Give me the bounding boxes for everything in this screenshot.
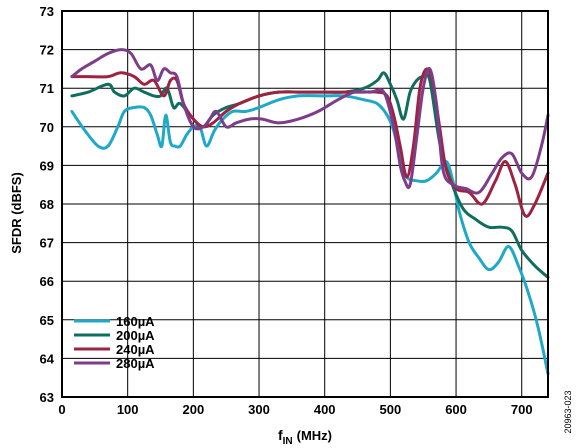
y-axis-label: SFDR (dBFS) xyxy=(9,172,24,254)
x-tick-label: 500 xyxy=(380,402,402,417)
x-axis-label: fIN (MHz) xyxy=(278,427,332,447)
y-tick-label: 67 xyxy=(40,236,54,251)
x-axis-label-subscript: IN xyxy=(283,436,293,447)
series-line-4 xyxy=(70,48,550,195)
y-tick-label: 72 xyxy=(40,43,54,58)
series-line-1 xyxy=(70,94,550,376)
y-tick-label: 69 xyxy=(40,158,54,173)
x-tick-label: 0 xyxy=(58,402,65,417)
y-tick-label: 63 xyxy=(40,390,54,405)
y-tick-label: 70 xyxy=(40,120,54,135)
x-tick-label: 200 xyxy=(182,402,204,417)
plot-frame xyxy=(61,10,549,398)
legend-label: 160µA xyxy=(116,314,155,329)
x-tick-label: 100 xyxy=(117,402,139,417)
y-tick-label: 64 xyxy=(40,351,55,366)
y-tick-label: 73 xyxy=(40,4,54,19)
x-axis-label-unit: (MHz) xyxy=(297,428,332,443)
y-tick-label: 68 xyxy=(40,197,54,212)
series-lines xyxy=(70,48,550,376)
x-axis-label-main: f xyxy=(278,427,283,443)
y-tick-label: 66 xyxy=(40,274,54,289)
x-tick-label: 700 xyxy=(511,402,533,417)
x-tick-label: 600 xyxy=(445,402,467,417)
legend-label: 200µA xyxy=(116,328,155,343)
figure-code: 20963-023 xyxy=(563,390,573,433)
y-tick-label: 65 xyxy=(40,313,54,328)
x-tick-label: 400 xyxy=(314,402,336,417)
legend-label: 240µA xyxy=(116,342,155,357)
x-tick-label: 300 xyxy=(248,402,270,417)
y-tick-label: 71 xyxy=(40,81,54,96)
series-line-2 xyxy=(70,71,550,279)
legend-label: 280µA xyxy=(116,356,155,371)
tick-labels: 63 64 65 66 67 68 69 70 71 72 73 0 100 200 300 400 500 60… xyxy=(40,4,533,417)
